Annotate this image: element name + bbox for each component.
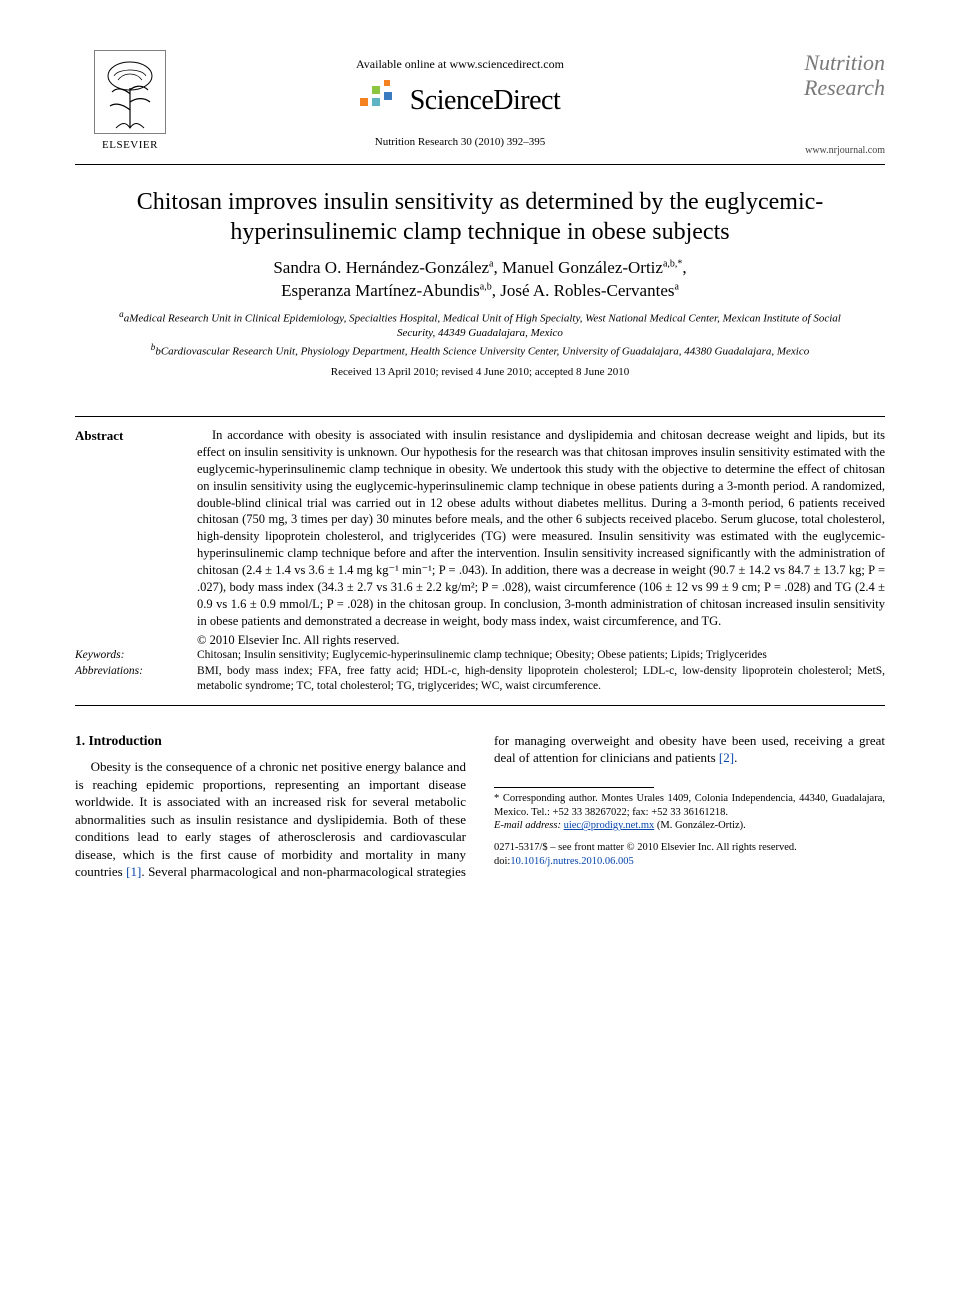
- footnote-rule: [494, 787, 654, 788]
- sciencedirect-icon: [360, 80, 400, 121]
- header: ELSEVIER Available online at www.science…: [75, 50, 885, 156]
- abstract-text: In accordance with obesity is associated…: [197, 427, 885, 630]
- journal-title-block: Nutrition Research www.nrjournal.com: [735, 50, 885, 156]
- abbreviations-label: Abbreviations:: [75, 664, 185, 695]
- doi-line: doi:10.1016/j.nutres.2010.06.005: [494, 855, 885, 869]
- header-center: Available online at www.sciencedirect.co…: [185, 50, 735, 150]
- corresponding-email: E-mail address: uiec@prodigy.net.mx (M. …: [494, 819, 885, 833]
- article-dates: Received 13 April 2010; revised 4 June 2…: [75, 365, 885, 380]
- article-title: Chitosan improves insulin sensitivity as…: [95, 187, 865, 247]
- citation-line: Nutrition Research 30 (2010) 392–395: [185, 135, 735, 150]
- section-heading-introduction: 1. Introduction: [75, 732, 466, 750]
- affiliation-b-text: bCardiovascular Research Unit, Physiolog…: [155, 346, 809, 358]
- keywords-label: Keywords:: [75, 648, 185, 664]
- abstract-rule-top: [75, 416, 885, 417]
- affiliation-a: aaMedical Research Unit in Clinical Epid…: [115, 309, 845, 340]
- available-online-text: Available online at www.sciencedirect.co…: [185, 56, 735, 72]
- journal-name-line1: Nutrition: [735, 50, 885, 75]
- intro-p2-post: .: [734, 750, 737, 765]
- email-tail: (M. González-Ortiz).: [654, 820, 746, 831]
- abbreviations-text: BMI, body mass index; FFA, free fatty ac…: [197, 664, 885, 695]
- author-list: Sandra O. Hernández-Gonzáleza, Manuel Go…: [75, 257, 885, 303]
- keywords-text: Chitosan; Insulin sensitivity; Euglycemi…: [197, 648, 885, 664]
- abstract-heading: Abstract: [75, 427, 185, 646]
- affiliation-a-text: aMedical Research Unit in Clinical Epide…: [124, 313, 841, 339]
- sciencedirect-wordmark: ScienceDirect: [410, 82, 561, 120]
- front-matter-line: 0271-5317/$ – see front matter © 2010 El…: [494, 841, 885, 855]
- publisher-block: ELSEVIER: [75, 50, 185, 153]
- journal-url[interactable]: www.nrjournal.com: [735, 145, 885, 157]
- doi-link[interactable]: 10.1016/j.nutres.2010.06.005: [510, 856, 633, 867]
- abstract-copyright: © 2010 Elsevier Inc. All rights reserved…: [197, 632, 885, 649]
- email-label: E-mail address:: [494, 820, 561, 831]
- affiliation-b: bbCardiovascular Research Unit, Physiolo…: [115, 342, 845, 359]
- footnote-block: * Corresponding author. Montes Urales 14…: [494, 787, 885, 868]
- journal-name-line2: Research: [735, 75, 885, 100]
- article-body-columns: 1. Introduction Obesity is the consequen…: [75, 732, 885, 881]
- abstract-block: Abstract In accordance with obesity is a…: [75, 427, 885, 695]
- sciencedirect-logo[interactable]: ScienceDirect: [360, 80, 561, 121]
- publisher-name: ELSEVIER: [102, 138, 158, 153]
- elsevier-tree-icon: [94, 50, 166, 134]
- abstract-rule-bottom: [75, 705, 885, 706]
- email-link[interactable]: uiec@prodigy.net.mx: [564, 820, 655, 831]
- header-divider: [75, 164, 885, 165]
- page: ELSEVIER Available online at www.science…: [0, 0, 960, 921]
- corresponding-author: * Corresponding author. Montes Urales 14…: [494, 792, 885, 819]
- ref-link-2[interactable]: [2]: [719, 750, 734, 765]
- doi-label: doi:: [494, 856, 510, 867]
- ref-link-1[interactable]: [1]: [126, 864, 141, 879]
- abstract-body: In accordance with obesity is associated…: [197, 427, 885, 648]
